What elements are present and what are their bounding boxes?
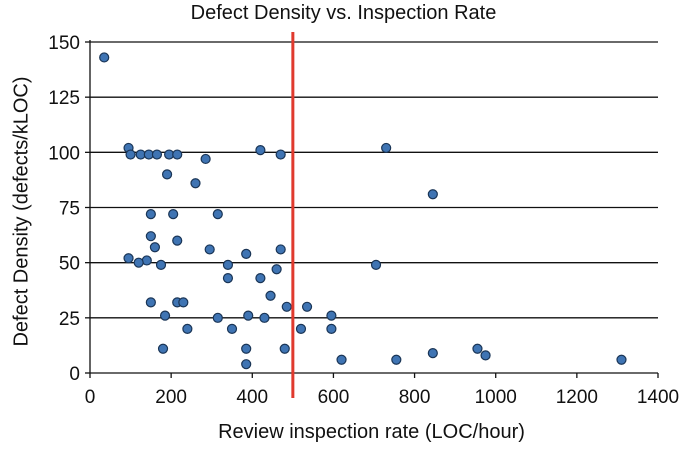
data-point xyxy=(145,297,156,308)
x-tick-label: 800 xyxy=(399,387,431,408)
data-point xyxy=(241,248,252,259)
x-tick-label: 600 xyxy=(318,387,350,408)
x-tick-label: 400 xyxy=(236,387,268,408)
data-point xyxy=(172,235,183,246)
data-point xyxy=(145,209,156,220)
data-point xyxy=(275,149,286,160)
y-axis-title: Defect Density (defects/kLOC) xyxy=(10,76,33,347)
y-tick-label: 50 xyxy=(59,254,80,275)
chart-title: Defect Density vs. Inspection Rate xyxy=(190,2,497,24)
data-point xyxy=(275,244,286,255)
data-point xyxy=(265,290,276,301)
data-point xyxy=(200,153,211,165)
data-point xyxy=(226,323,238,334)
data-point xyxy=(616,354,627,365)
data-point xyxy=(161,169,173,180)
x-tick-label: 1200 xyxy=(556,387,598,408)
data-point xyxy=(241,343,252,354)
y-tick-label: 0 xyxy=(69,364,80,385)
data-point xyxy=(99,52,110,63)
data-point xyxy=(241,359,252,370)
x-axis-title: Review inspection rate (LOC/hour) xyxy=(218,421,525,443)
x-tick-label: 1000 xyxy=(475,387,517,408)
data-point xyxy=(125,149,136,160)
data-point xyxy=(326,310,337,321)
x-tick-label: 200 xyxy=(155,387,187,408)
data-point xyxy=(427,348,438,359)
data-point xyxy=(222,259,234,270)
data-point xyxy=(326,323,337,334)
data-point xyxy=(204,244,215,255)
data-point xyxy=(391,354,402,365)
data-point xyxy=(255,273,266,284)
y-tick-label: 125 xyxy=(48,88,80,109)
data-point xyxy=(370,259,382,270)
data-point xyxy=(259,312,270,323)
data-point xyxy=(336,354,347,365)
x-tick-label: 1400 xyxy=(637,387,679,408)
data-point xyxy=(155,259,167,270)
data-point xyxy=(480,350,491,361)
data-point xyxy=(281,301,292,312)
data-point xyxy=(172,149,183,160)
data-point xyxy=(123,253,134,264)
data-point xyxy=(279,343,290,354)
data-point xyxy=(157,343,169,354)
data-point xyxy=(381,142,392,154)
data-point xyxy=(301,301,313,312)
data-point xyxy=(212,312,223,323)
y-tick-label: 25 xyxy=(59,309,80,330)
data-point xyxy=(182,323,193,334)
data-point xyxy=(243,310,254,321)
data-point xyxy=(212,209,223,220)
y-tick-label: 75 xyxy=(59,199,80,220)
data-point xyxy=(168,209,179,220)
data-point xyxy=(472,343,483,354)
data-point xyxy=(190,178,201,189)
x-tick-label: 0 xyxy=(85,387,96,408)
data-point xyxy=(145,231,156,242)
data-point xyxy=(271,264,282,275)
data-point xyxy=(159,310,171,321)
data-point xyxy=(427,189,438,200)
y-tick-label: 100 xyxy=(48,143,80,164)
data-point xyxy=(222,273,234,284)
data-point xyxy=(151,149,163,160)
data-point xyxy=(149,242,161,253)
data-point xyxy=(178,297,189,308)
data-point xyxy=(255,145,266,156)
data-point xyxy=(295,323,307,334)
data-point xyxy=(133,257,144,268)
y-tick-label: 150 xyxy=(48,33,80,54)
